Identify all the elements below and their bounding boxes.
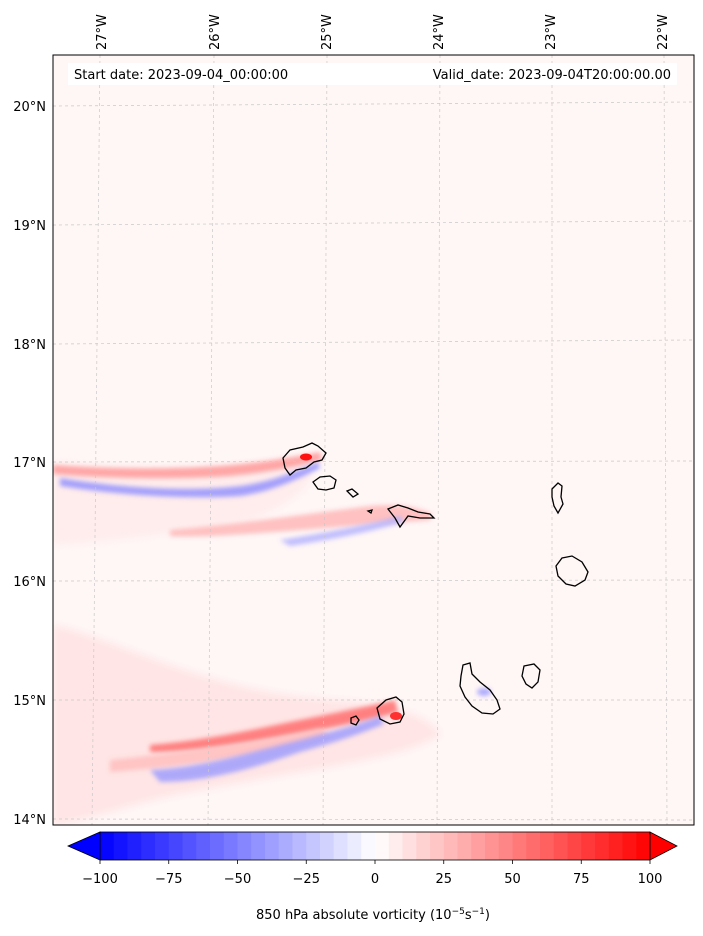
island-brava	[350, 715, 360, 726]
lon-label: 26°W	[208, 14, 223, 50]
colorbar-step	[168, 832, 183, 860]
colorbar-tick-label: 75	[573, 872, 590, 887]
lon-label: 22°W	[656, 14, 671, 50]
vorticity-negative-north	[60, 462, 320, 498]
longitude-labels: 27°W 26°W 25°W 24°W 23°W 22°W	[95, 14, 671, 50]
colorbar-step	[498, 832, 513, 860]
vorticity-max-fogo	[390, 712, 402, 720]
colorbar-step	[100, 832, 115, 860]
colorbar-tick-label: 25	[435, 872, 452, 887]
colorbar-tick-label: −25	[293, 872, 320, 887]
colorbar-step	[333, 832, 348, 860]
lat-label: 17°N	[13, 456, 46, 471]
colorbar-step	[223, 832, 238, 860]
colorbar-step	[443, 832, 458, 860]
lon-label: 24°W	[432, 14, 447, 50]
colorbar-tick-label: −75	[155, 872, 182, 887]
island-boa-vista	[555, 555, 589, 587]
colorbar-step	[595, 832, 610, 860]
island-sal	[551, 482, 564, 515]
colorbar-step	[485, 832, 500, 860]
colorbar-step	[430, 832, 445, 860]
colorbar-ticks: −100 −75 −50 −25 0 25 50 75 100	[82, 860, 662, 887]
colorbar-step	[306, 832, 321, 860]
colorbar-step	[416, 832, 431, 860]
colorbar-step	[127, 832, 142, 860]
island-sao-vicente	[312, 475, 337, 491]
colorbar-step	[141, 832, 156, 860]
colorbar-step	[388, 832, 403, 860]
vorticity-negative-middle	[280, 516, 404, 546]
lon-label: 25°W	[320, 14, 335, 50]
colorbar-step	[265, 832, 280, 860]
colorbar-step	[237, 832, 252, 860]
colorbar-step	[540, 832, 555, 860]
colorbar-step	[457, 832, 472, 860]
colorbar-step	[182, 832, 197, 860]
vorticity-positive-south-outer	[110, 728, 330, 772]
colorbar-extend-low	[67, 831, 101, 861]
lon-label: 27°W	[95, 14, 110, 50]
colorbar-step	[278, 832, 293, 860]
colorbar-tick-label: 50	[504, 872, 521, 887]
colorbar-step	[526, 832, 541, 860]
lat-label: 20°N	[13, 100, 46, 115]
colorbar-tick-label: −100	[82, 872, 118, 887]
vorticity-max-santo-antao	[300, 453, 312, 461]
map-frame	[52, 54, 695, 826]
colorbar-step	[512, 832, 527, 860]
colorbar-step	[471, 832, 486, 860]
vorticity-faint-south	[53, 625, 440, 825]
island-maio	[521, 663, 541, 689]
colorbar-steps	[100, 832, 651, 860]
vorticity-faint-north	[53, 458, 312, 545]
colorbar: −100 −75 −50 −25 0 25 50 75 100 850 hPa absolute…	[67, 831, 678, 923]
colorbar-tick-label: 0	[371, 872, 379, 887]
colorbar-step	[361, 832, 376, 860]
colorbar-step	[347, 832, 362, 860]
colorbar-step	[553, 832, 568, 860]
colorbar-step	[402, 832, 417, 860]
colorbar-step	[155, 832, 170, 860]
coastlines	[282, 442, 589, 726]
start-date-label: Start date: 2023-09-04_00:00:00	[74, 68, 288, 83]
gridlines	[52, 54, 695, 826]
colorbar-label: 850 hPa absolute vorticity (10−5s−1)	[256, 907, 490, 923]
colorbar-step	[113, 832, 128, 860]
island-santiago	[459, 662, 501, 715]
vorticity-min-santiago	[477, 688, 491, 696]
colorbar-step	[196, 832, 211, 860]
valid-date-label: Valid_date: 2023-09-04T20:00:00.00	[433, 68, 671, 83]
lat-label: 19°N	[13, 219, 46, 234]
info-box	[68, 63, 677, 85]
lat-label: 16°N	[13, 575, 46, 590]
colorbar-step	[636, 832, 651, 860]
island-sao-nicolau	[386, 504, 436, 529]
colorbar-step	[622, 832, 637, 860]
island-branco	[366, 509, 373, 515]
island-santa-luzia	[345, 488, 360, 498]
colorbar-step	[608, 832, 623, 860]
island-santo-antao	[282, 442, 327, 476]
colorbar-tick-label: −50	[224, 872, 251, 887]
colorbar-step	[251, 832, 266, 860]
island-fogo	[376, 696, 405, 725]
lat-label: 15°N	[13, 694, 46, 709]
lat-label: 14°N	[13, 813, 46, 828]
vorticity-positive-north	[53, 452, 322, 479]
colorbar-step	[567, 832, 582, 860]
colorbar-step	[210, 832, 225, 860]
latitude-labels: 20°N 19°N 18°N 17°N 16°N 15°N 14°N	[13, 100, 46, 828]
colorbar-step	[292, 832, 307, 860]
vorticity-positive-middle	[170, 505, 432, 537]
colorbar-step	[375, 832, 390, 860]
colorbar-step	[320, 832, 335, 860]
colorbar-tick-label: 100	[638, 872, 663, 887]
lon-label: 23°W	[544, 14, 559, 50]
colorbar-step	[581, 832, 596, 860]
colorbar-extend-high	[649, 831, 678, 861]
vorticity-positive-south	[150, 700, 398, 752]
lat-label: 18°N	[13, 338, 46, 353]
